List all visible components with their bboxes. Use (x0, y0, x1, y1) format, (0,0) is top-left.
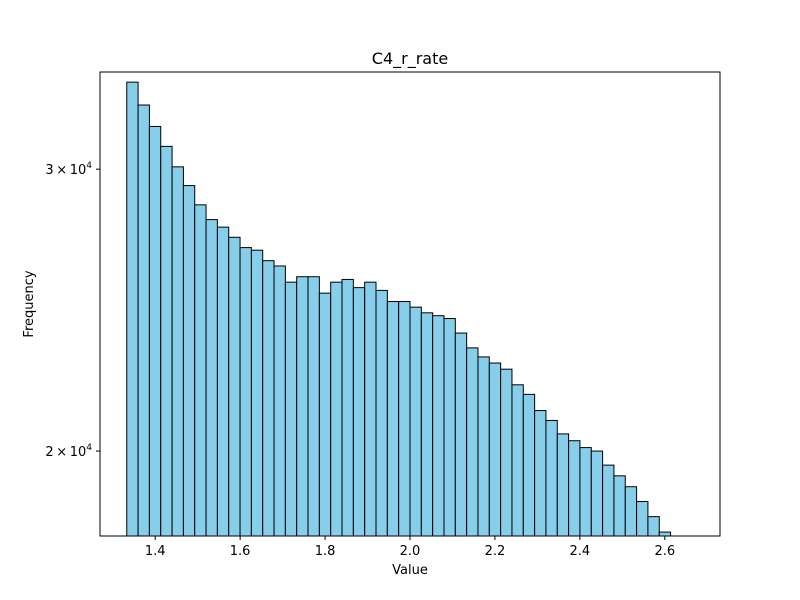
histogram-bar (398, 301, 411, 537)
histogram-bar (386, 301, 400, 537)
histogram-bar (613, 475, 626, 537)
histogram-bar (511, 384, 524, 537)
histogram-bar (432, 315, 445, 537)
y-axis: 2 × 104 3 × 104 (45, 161, 100, 460)
bars-group (126, 81, 672, 537)
histogram-bar (126, 81, 139, 537)
histogram-bar (307, 276, 320, 537)
histogram-bar (556, 433, 570, 537)
y-tick-label: 3 × 104 (45, 161, 92, 178)
x-axis-label: Value (392, 563, 428, 578)
histogram-bar (477, 356, 490, 537)
histogram-bar (534, 410, 547, 537)
histogram-bar (488, 362, 502, 537)
x-tick-label: 2.4 (570, 544, 591, 559)
histogram-bar (262, 260, 275, 537)
histogram-bar (341, 278, 354, 537)
histogram-bar (420, 312, 434, 537)
histogram-bar (647, 516, 660, 537)
histogram-bar (182, 185, 196, 537)
chart-title: C4_r_rate (372, 49, 448, 69)
histogram-bar (375, 289, 388, 537)
histogram-bar (454, 332, 468, 537)
histogram-bar (443, 318, 456, 537)
histogram-bar (579, 447, 592, 537)
histogram-bar (239, 247, 252, 537)
histogram-bar (602, 464, 615, 537)
histogram-bar (205, 219, 218, 537)
histogram-bar (568, 440, 581, 537)
histogram-bar (216, 226, 230, 537)
histogram-bar (194, 204, 207, 537)
histogram-bar (318, 292, 332, 537)
histogram-bar (658, 531, 672, 537)
histogram-bar (636, 501, 649, 537)
x-tick-label: 1.4 (145, 544, 166, 559)
x-tick-label: 2.0 (400, 544, 421, 559)
histogram-bar (250, 249, 264, 537)
histogram-bar (148, 125, 162, 537)
x-tick-label: 1.8 (315, 544, 336, 559)
histogram-bar (466, 347, 479, 537)
x-tick-label: 1.6 (230, 544, 251, 559)
x-tick-label: 2.6 (654, 544, 675, 559)
histogram-bar (330, 281, 343, 537)
histogram-bar (171, 166, 184, 537)
histogram-bar (160, 145, 173, 537)
histogram-bar (284, 281, 298, 537)
histogram-bar (590, 450, 604, 537)
histogram-bar (500, 368, 513, 537)
histogram-bar (273, 265, 286, 537)
x-tick-label: 2.2 (485, 544, 506, 559)
histogram-bar (364, 281, 377, 537)
histogram-bar (137, 104, 150, 537)
x-axis: 1.4 1.6 1.8 2.0 2.2 2.4 2.6 (145, 536, 675, 559)
histogram-bar (545, 419, 558, 537)
y-axis-label: Frequency (22, 270, 37, 337)
histogram-bar (409, 306, 422, 537)
histogram-bar (296, 276, 309, 537)
histogram-bar (624, 486, 638, 537)
histogram-bar (228, 236, 241, 537)
histogram-bar (352, 287, 366, 537)
y-tick-label: 2 × 104 (45, 443, 92, 460)
histogram-bar (522, 393, 536, 537)
